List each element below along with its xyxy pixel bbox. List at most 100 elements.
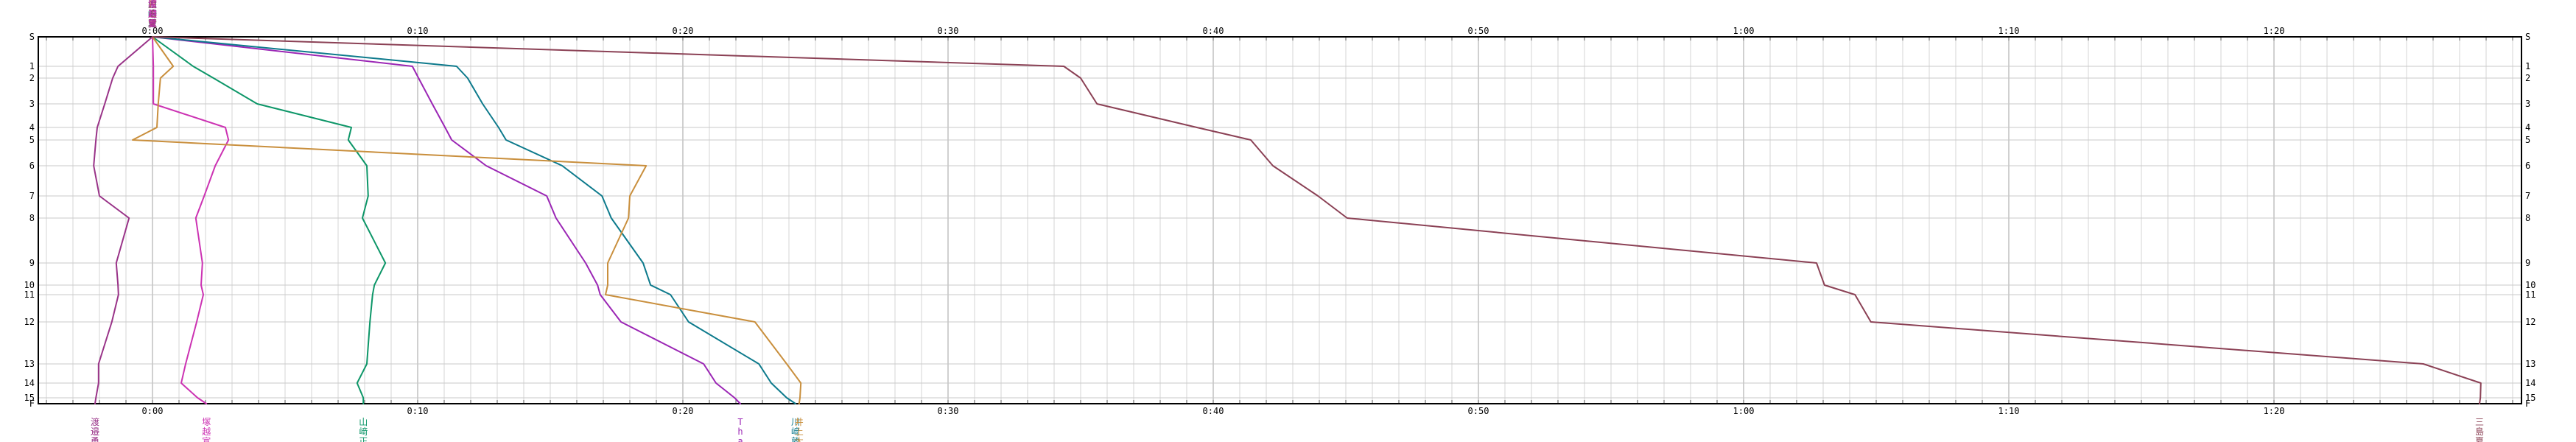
control-label-left: 10 <box>24 280 35 290</box>
control-label-right: 1 <box>2525 61 2530 71</box>
x-tick-label-top: 1:10 <box>1998 26 2020 36</box>
runner-start-label-井上大: 上 <box>148 9 157 19</box>
x-tick-label-top: 0:00 <box>142 26 164 36</box>
x-tick-label-top: 0:40 <box>1203 26 1224 36</box>
runner-start-label-三島夏: 三 <box>148 0 157 10</box>
runner-line-渡邉勇[interactable] <box>93 36 153 404</box>
control-label-right: 10 <box>2525 280 2535 290</box>
runner-start-label-川﨑敦: 川 <box>148 0 157 10</box>
runner-start-label-山﨑正: 﨑 <box>148 8 157 19</box>
control-label-left: 14 <box>24 378 35 388</box>
x-tick-label-bottom: 0:40 <box>1203 406 1224 416</box>
control-label-left: 7 <box>29 191 35 201</box>
runner-finish-label-渡邉勇: 勇 <box>91 436 99 442</box>
runner-line-川﨑敦[interactable] <box>152 36 796 404</box>
runner-line-山﨑正[interactable] <box>152 36 387 404</box>
control-label-left: 4 <box>29 122 35 133</box>
runner-line-塚越宣[interactable] <box>152 36 230 404</box>
x-tick-label-bottom: 0:30 <box>938 406 959 416</box>
x-tick-label-bottom: 0:00 <box>142 406 164 416</box>
control-label-right: 4 <box>2525 122 2530 133</box>
control-label-right: 11 <box>2525 290 2535 300</box>
x-tick-label-top: 1:20 <box>2264 26 2285 36</box>
control-label-right: 2 <box>2525 73 2530 83</box>
runner-start-label-渡邉勇: 渡 <box>148 0 157 10</box>
control-label-left: 11 <box>24 290 35 300</box>
control-label-left: 1 <box>29 61 35 71</box>
control-label-left: 12 <box>24 317 35 327</box>
runner-start-label-塚越宣: 越 <box>148 9 157 19</box>
x-tick-label-top: 0:30 <box>938 26 959 36</box>
runner-start-label-渡邉勇: 邉 <box>148 9 157 19</box>
runner-finish-label-Tha: h <box>737 427 743 437</box>
runner-start-label-塚越宣: 宣 <box>148 18 157 29</box>
control-label-right: 5 <box>2525 135 2530 145</box>
control-label-left: 5 <box>29 135 35 145</box>
control-label-right: 13 <box>2525 359 2535 369</box>
control-label-left: F <box>29 399 35 409</box>
runner-line-三島夏[interactable] <box>152 36 2482 404</box>
x-tick-label-top: 0:50 <box>1468 26 1489 36</box>
control-label-right: 7 <box>2525 191 2530 201</box>
runner-start-label-山﨑正: 山 <box>148 0 157 10</box>
control-label-left: 13 <box>24 359 35 369</box>
x-tick-label-bottom: 0:10 <box>407 406 429 416</box>
runner-finish-label-川﨑敦: 﨑 <box>791 426 800 437</box>
control-label-left: 15 <box>24 393 35 403</box>
control-label-right: 14 <box>2525 378 2535 388</box>
runner-finish-label-塚越宣: 塚 <box>202 417 211 427</box>
runner-finish-label-Tha: a <box>737 436 743 442</box>
control-label-right: 12 <box>2525 317 2535 327</box>
x-tick-label-top: 0:10 <box>407 26 429 36</box>
runner-finish-label-山﨑正: 正 <box>359 436 368 442</box>
runner-start-label-井上大: 井 <box>148 0 157 10</box>
runner-line-Tha[interactable] <box>152 36 741 404</box>
runner-finish-label-山﨑正: 山 <box>359 417 368 427</box>
runner-finish-label-三島夏: 夏 <box>2475 436 2484 442</box>
runner-finish-label-山﨑正: 﨑 <box>359 426 368 437</box>
control-label-right: 6 <box>2525 161 2530 171</box>
runner-finish-label-三島夏: 島 <box>2475 426 2484 437</box>
runner-finish-label-井上大: 大 <box>795 436 804 442</box>
control-label-left: 9 <box>29 258 35 268</box>
x-tick-label-top: 0:20 <box>673 26 694 36</box>
runner-finish-label-渡邉勇: 邉 <box>91 427 99 437</box>
x-tick-label-bottom: 0:50 <box>1468 406 1489 416</box>
runner-finish-label-川﨑敦: 敦 <box>791 435 800 442</box>
control-label-left: 6 <box>29 161 35 171</box>
runner-finish-label-川﨑敦: 川 <box>791 417 800 427</box>
x-tick-label-bottom: 0:20 <box>673 406 694 416</box>
control-label-right: 9 <box>2525 258 2530 268</box>
runner-finish-label-塚越宣: 宣 <box>202 435 211 442</box>
runner-finish-label-井上大: 井 <box>795 417 804 427</box>
control-label-right: 8 <box>2525 213 2530 223</box>
runner-finish-label-渡邉勇: 渡 <box>91 416 99 427</box>
control-label-right: 15 <box>2525 393 2535 403</box>
control-label-left: 8 <box>29 213 35 223</box>
runner-start-label-山﨑正: 正 <box>148 18 157 29</box>
x-tick-label-bottom: 1:00 <box>1733 406 1755 416</box>
runner-start-label-井上大: 大 <box>148 18 157 29</box>
runner-start-label-川﨑敦: 﨑 <box>148 8 157 19</box>
x-tick-label-bottom: 1:20 <box>2264 406 2285 416</box>
runner-line-井上大[interactable] <box>132 36 802 404</box>
x-tick-label-bottom: 1:10 <box>1998 406 2020 416</box>
control-label-left: 3 <box>29 99 35 109</box>
control-label-right: S <box>2525 32 2530 42</box>
runner-finish-label-井上大: 上 <box>795 427 804 437</box>
runner-start-label-渡邉勇: 勇 <box>148 18 157 29</box>
control-label-right: 3 <box>2525 99 2530 109</box>
runner-finish-label-Tha: T <box>737 417 743 427</box>
plot-border <box>38 36 2522 404</box>
runner-start-label-三島夏: 夏 <box>148 18 157 29</box>
control-label-left: S <box>29 32 35 42</box>
control-label-left: 2 <box>29 73 35 83</box>
runner-start-label-塚越宣: 塚 <box>148 0 157 10</box>
runner-start-label-三島夏: 島 <box>148 8 157 19</box>
runner-finish-label-三島夏: 三 <box>2475 417 2484 427</box>
x-tick-label-top: 1:00 <box>1733 26 1755 36</box>
runner-finish-label-塚越宣: 越 <box>202 427 211 437</box>
